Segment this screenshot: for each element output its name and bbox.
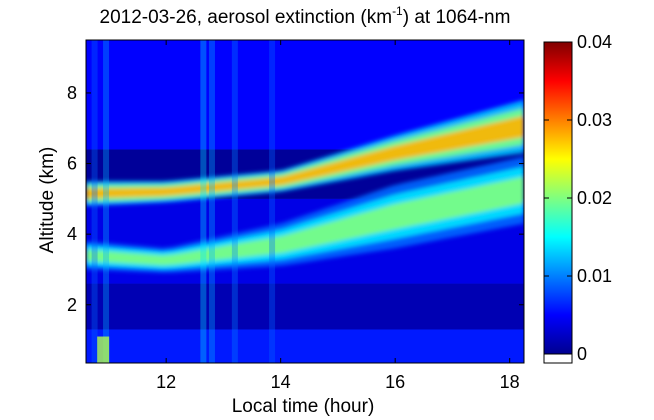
aerosol-layer-2 [86, 100, 524, 206]
x-tick-label: 16 [385, 372, 405, 392]
y-tick-label: 6 [67, 154, 77, 174]
vertical-streak [103, 40, 110, 363]
y-tick-label: 8 [67, 83, 77, 103]
title-superscript: -1 [392, 4, 403, 18]
vertical-streak [231, 40, 238, 363]
surface-hotspot [97, 336, 110, 363]
altitude-band [86, 283, 524, 330]
heatmap-plot [86, 40, 524, 363]
colorbar-tick-label: 0 [577, 344, 587, 364]
vertical-streaks [91, 40, 276, 363]
colorbar-tick-label: 0.04 [577, 32, 612, 52]
colorbar-ticks: 0 0.01 0.02 0.03 0.04 [544, 32, 612, 364]
aerosol-layer-1 [86, 166, 524, 270]
x-tick-label: 18 [500, 372, 520, 392]
vertical-streak [91, 40, 98, 363]
aerosol-layer-1 [86, 176, 524, 266]
plot-frame [85, 39, 525, 364]
y-axis-label: Altitude (km) [37, 147, 58, 254]
chart-title: 2012-03-26, aerosol extinction (km-1) at… [100, 4, 511, 28]
aerosol-layers [86, 100, 524, 273]
vertical-streak [208, 40, 215, 363]
colorbar-bottom-cap [543, 353, 573, 364]
vertical-streak [200, 40, 207, 363]
colorbar-tick-label: 0.02 [577, 188, 612, 208]
y-tick-label: 4 [67, 224, 77, 244]
x-tick-label: 14 [271, 372, 291, 392]
altitude-band [86, 329, 524, 363]
aerosol-layer-2 [86, 115, 524, 199]
colorbar-tick-label: 0.03 [577, 110, 612, 130]
colorbar-tick-label: 0.01 [577, 266, 612, 286]
vertical-streak [269, 40, 276, 363]
y-tick-label: 2 [67, 295, 77, 315]
x-tick-label: 12 [156, 372, 176, 392]
aerosol-layer-1 [86, 156, 524, 273]
y-axis: 2 4 6 8 [67, 83, 524, 315]
x-axis-label: Local time (hour) [232, 396, 375, 417]
x-axis: 12 14 16 18 [156, 40, 520, 392]
